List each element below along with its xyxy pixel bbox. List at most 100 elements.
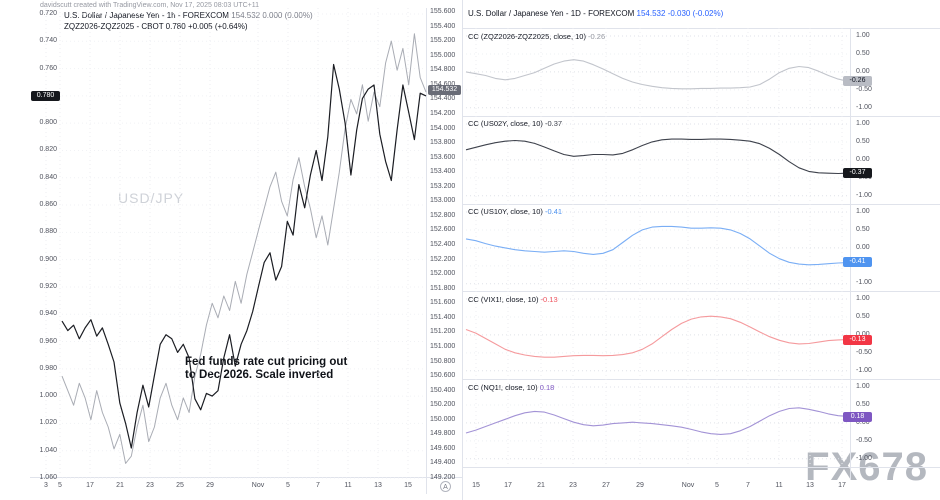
right-time-label: 11 [775,482,783,489]
correlation-value-badge: -0.13 [843,334,872,345]
pane-legend-value: 0.18 [539,382,555,392]
left-time-label: 11 [344,482,352,489]
right-time-label: 21 [537,482,545,489]
correlation-line [465,138,849,174]
pane-separator [462,291,940,293]
right-time-label: 23 [569,482,577,489]
left-axis-label: 0.760 [39,64,57,72]
price-axis-label: 151.200 [430,328,456,336]
right-axis-border [850,28,851,480]
correlation-pane-plot [465,291,849,380]
price-axis-label: 150.000 [430,415,456,423]
pane-separator [462,28,940,29]
pane-legend[interactable]: CC (US02Y, close, 10) -0.37 [468,119,562,128]
price-axis-label: 150.400 [430,386,456,394]
left-axis-label: 0.940 [39,310,57,318]
pane-ytick-label: -1.00 [856,367,872,375]
price-axis-label: 153.600 [430,153,456,161]
left-chart-plot [45,8,427,479]
pane-legend[interactable]: CC (VIX1!, close, 10) -0.13 [468,295,558,304]
left-axis-label: 0.820 [39,146,57,154]
left-chart-legend[interactable]: U.S. Dollar / Japanese Yen - 1h - FOREXC… [64,10,313,32]
right-chart-legend[interactable]: U.S. Dollar / Japanese Yen - 1D - FOREXC… [468,8,723,19]
price-axis-label: 150.200 [430,401,456,409]
right-time-label: 29 [636,482,644,489]
left-axis-label: 0.960 [39,337,57,345]
price-axis-label: 153.400 [430,168,456,176]
right-time-label: 15 [472,482,480,489]
pane-legend[interactable]: CC (US10Y, close, 10) -0.41 [468,207,562,216]
correlation-line [465,225,849,265]
pane-legend[interactable]: CC (ZQZ2026-ZQZ2025, close, 10) -0.26 [468,32,605,41]
left-legend-line1: U.S. Dollar / Japanese Yen - 1h - FOREXC… [64,10,313,21]
chart-divider [462,0,463,500]
left-legend-price-1: 154.532 [231,11,261,20]
left-time-label: 15 [404,482,412,489]
correlation-pane-plot [465,379,849,467]
left-axis-label: 0.740 [39,37,57,45]
price-axis-label: 152.600 [430,226,456,234]
right-time-label: 27 [602,482,610,489]
price-axis-label: 155.200 [430,37,456,45]
pane-ytick-label: 0.50 [856,401,870,409]
pane-ytick-label: 0.00 [856,331,870,338]
price-axis-label: 154.800 [430,66,456,74]
price-axis-label: 152.200 [430,255,456,263]
pane-ytick-label: 0.00 [856,243,870,251]
left-legend-symbol-1: U.S. Dollar / Japanese Yen - 1h - FOREXC… [64,11,229,20]
right-time-label: 17 [504,482,512,489]
pane-legend[interactable]: CC (NQ1!, close, 10) 0.18 [468,383,554,392]
pane-ytick-label: -0.50 [856,85,872,93]
correlation-value-badge: -0.37 [843,167,872,178]
left-axis-label: 1.060 [39,474,57,481]
price-axis-label: 155.000 [430,51,456,59]
pane-ytick-label: -1.00 [856,279,872,287]
price-axis-label: 154.600 [430,81,455,88]
pane-legend-value: -0.26 [588,31,606,41]
right-time-label: 13 [806,482,814,489]
correlation-pane-plot [465,115,849,204]
price-axis-label: 151.000 [430,342,456,350]
pane-ytick-label: 1.00 [856,383,870,391]
left-axis-label: 0.860 [39,201,57,209]
left-time-label: 5 [58,482,62,489]
correlation-pane-plot [465,28,849,116]
price-axis-label: 149.800 [430,430,456,438]
price-axis-label: 149.200 [430,474,456,481]
left-legend-change-2: +0.005 (+0.64%) [187,22,248,31]
correlation-line [465,316,849,359]
correlation-line [465,407,849,436]
left-legend-price-2: 0.780 [165,22,186,31]
pane-ytick-label: 0.00 [856,67,870,75]
right-time-label: Nov [681,482,695,489]
price-axis-label: 155.600 [430,8,456,15]
left-time-label: 23 [146,482,154,489]
left-axis-label: 1.020 [39,419,57,427]
price-axis-label: 149.600 [430,444,456,452]
price-axis-label: 152.800 [430,211,456,219]
auto-scale-button[interactable]: A [440,481,451,492]
left-axis-label: 0.900 [39,255,57,263]
price-axis-label: 152.400 [430,241,456,248]
left-time-label: 17 [86,482,94,489]
pane-ytick-label: 0.00 [856,419,870,427]
pane-ytick-label: 0.50 [856,137,870,145]
right-legend-price: 154.532 [636,9,666,18]
left-time-label: 21 [116,482,124,489]
pane-ytick-label: -1.00 [856,103,872,111]
pane-ytick-label: 1.00 [856,295,870,303]
usdjpy-line [61,33,427,464]
right-legend-symbol: U.S. Dollar / Japanese Yen - 1D - FOREXC… [468,9,635,18]
pane-ytick-label: -0.50 [856,349,872,357]
pane-ytick-label: 0.50 [856,313,870,321]
price-axis-label: 151.800 [430,284,456,292]
left-time-label: 7 [316,482,320,489]
correlation-value-badge: -0.26 [843,76,872,87]
price-axis-label: 151.600 [430,299,456,307]
left-axis-label: 0.880 [39,228,57,236]
left-time-label: 13 [374,482,382,489]
left-axis-label: 0.920 [39,282,57,290]
correlation-value-badge: -0.41 [843,257,872,268]
pane-separator [462,203,940,205]
left-time-label: 5 [286,482,290,489]
